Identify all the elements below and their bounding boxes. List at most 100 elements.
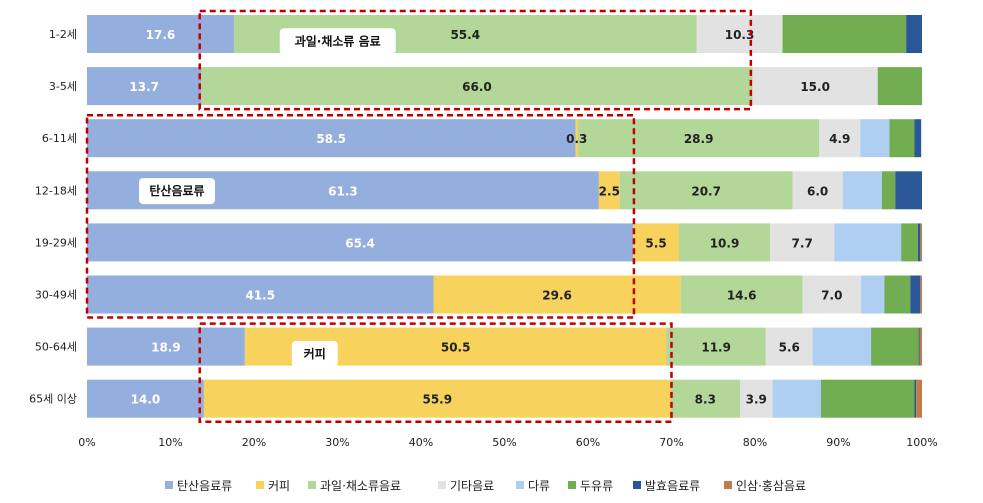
data-label: 61.3 [328,184,358,198]
bar-segment [916,379,923,418]
bar-segment [895,171,922,210]
value-labels-layer: 17.6 55.4 10.3 13.7 66.0 15.0 58.5 0.3 28.9 4.9 61… [129,28,850,407]
bar-segment [920,223,922,262]
data-label: 55.4 [450,28,480,42]
bar-segment [765,327,813,366]
data-label: 58.5 [316,132,346,146]
bar-segment [834,223,902,262]
data-label: 7.0 [821,289,842,303]
bar-segment [917,223,921,262]
data-label: 10.3 [725,28,755,42]
bar-segment [906,15,922,53]
data-label: 5.5 [645,236,666,250]
legend-label: 과일·채소류음료 [320,479,401,493]
bar-segment [87,275,434,314]
bar-segment [679,223,771,262]
bar-segment [861,275,885,314]
category-label: 19-29세 [35,236,77,249]
callout-tag [139,178,215,205]
bar-segment [914,119,922,158]
category-label: 12-18세 [35,184,77,197]
x-tick-label: 60% [576,436,600,449]
category-label: 3-5세 [49,80,77,93]
x-tick-label: 80% [743,436,767,449]
data-label: 10.9 [710,236,740,250]
bar-segment [819,119,861,158]
data-label: 17.6 [146,28,176,42]
bar-segment [889,119,915,158]
bar-segment [752,67,878,106]
legend-swatch [568,481,576,489]
bar-segment [881,171,896,210]
category-label: 6-11세 [42,132,77,145]
bar-segment [666,327,766,366]
data-label: 29.6 [542,289,572,303]
data-label: 13.7 [129,80,159,94]
category-label: 65세 이상 [29,393,77,406]
bar-segment [770,223,835,262]
bar-segment [696,15,783,53]
bar-segment [739,379,773,418]
x-axis: 0% 10% 20% 30% 40% 50% 60% 70% 80% 90% 100% [78,436,937,449]
bar-segment [884,275,911,314]
data-label: 5.6 [779,341,800,355]
data-label: 8.3 [695,393,716,407]
bar-segment [919,327,922,366]
callout-tag [279,28,396,55]
bar-segment [802,275,862,314]
bar-segment [87,119,576,158]
x-tick-label: 30% [325,436,349,449]
x-tick-label: 20% [242,436,266,449]
bar-segment [619,171,793,210]
x-tick-label: 70% [659,436,683,449]
bar-segment [575,119,578,158]
legend-swatch [438,481,446,489]
bar-segment [842,171,882,210]
x-tick-label: 50% [492,436,516,449]
data-label: 7.7 [792,236,813,250]
bar-segment [782,15,907,53]
bar-segment [920,275,922,314]
x-tick-label: 10% [158,436,182,449]
bar-segment [680,275,803,314]
callout-tag [291,340,338,367]
data-label: 15.0 [800,80,830,94]
bar-segment [820,379,915,418]
callout-box [85,113,636,319]
bar-segment [598,171,620,210]
legend-swatch [633,481,641,489]
data-label: 4.9 [829,132,850,146]
bar-segment [860,119,890,158]
data-label: 66.0 [462,80,492,94]
bar-segment [901,223,918,262]
data-label: 28.9 [684,132,714,146]
bar-segment [871,327,919,366]
data-label: 14.6 [727,289,757,303]
data-label: 50.5 [441,341,471,355]
data-label: 2.5 [599,184,620,198]
legend-label: 발효음료류 [645,479,700,493]
bar-segment [772,379,821,418]
legend-label: 두유류 [580,479,613,493]
bar-segment [203,379,671,418]
bar-segment [87,67,202,106]
data-label: 0.3 [566,132,587,146]
bar-segment [201,67,753,106]
data-label: 18.9 [151,341,181,355]
bar-segment [670,379,740,418]
category-labels-layer: 1-2세 3-5세 6-11세 12-18세 19-29세 30-49세 50-64세 65세… [29,28,77,406]
category-label: 30-49세 [35,289,77,302]
legend-swatch [516,481,524,489]
bar-segment [87,223,634,262]
callout-label: 탄산음료류 [149,183,204,198]
callout-box [198,322,673,423]
legend-label: 인삼·홍삼음료 [736,479,806,493]
data-label: 65.4 [345,236,375,250]
bar-segment [87,327,245,366]
bar-segment [910,275,921,314]
bar-segment [87,15,234,53]
data-label: 3.9 [746,393,767,407]
category-label: 1-2세 [49,28,77,41]
data-label: 11.9 [701,341,731,355]
